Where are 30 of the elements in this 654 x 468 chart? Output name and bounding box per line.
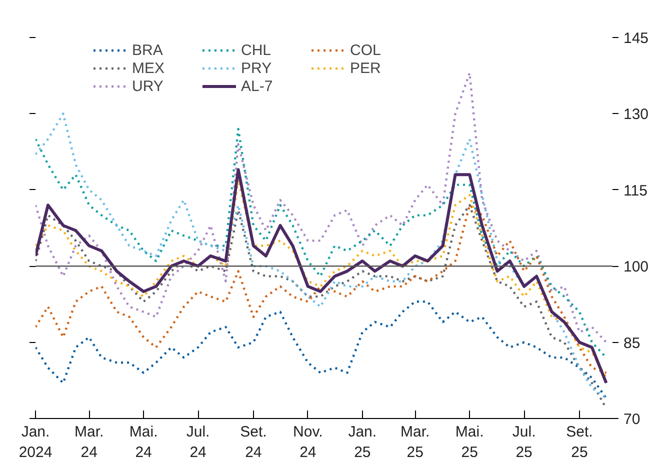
legend-label: PER — [350, 59, 382, 77]
x-tick-label: Mai. 25 — [455, 424, 484, 461]
legend-label: MEX — [132, 59, 166, 77]
x-tick-label: Jul. 25 — [512, 424, 536, 461]
line-series — [36, 72, 608, 344]
x-tick-label: Jul. 24 — [186, 424, 210, 461]
x-tick-label: Set. 25 — [566, 424, 593, 461]
legend-label: URY — [132, 77, 164, 95]
line-series — [36, 112, 608, 400]
y-tick-label: 100 — [624, 258, 649, 276]
y-tick-label: 130 — [624, 106, 649, 124]
x-tick-label: Jan. 25 — [348, 424, 377, 461]
legend-label: CHL — [241, 41, 272, 59]
y-tick-label: 85 — [624, 334, 640, 352]
x-tick-label: Nov. 24 — [293, 424, 323, 461]
line-series — [36, 128, 608, 359]
line-series — [36, 300, 608, 400]
legend-label: PRY — [241, 59, 273, 77]
x-tick-label: Mai. 24 — [129, 424, 158, 461]
x-tick-label: Mar. 24 — [74, 424, 104, 461]
legend-label: AL-7 — [241, 77, 274, 95]
line-series — [36, 204, 608, 374]
legend-label: BRA — [132, 41, 164, 59]
y-tick-label: 70 — [624, 411, 640, 428]
legend-label: COL — [350, 41, 382, 59]
x-tick-label: Jan. 2024 — [18, 424, 52, 461]
y-tick-label: 145 — [624, 30, 649, 47]
y-tick-label: 115 — [624, 182, 648, 200]
x-tick-label: Set. 24 — [240, 424, 267, 461]
x-tick-label: Mar. 25 — [400, 424, 430, 461]
